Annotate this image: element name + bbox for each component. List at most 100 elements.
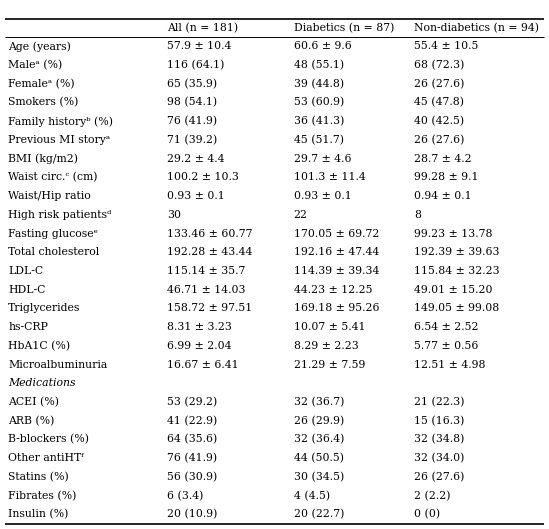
Text: 26 (27.6): 26 (27.6): [414, 135, 465, 145]
Text: 30: 30: [167, 210, 182, 220]
Text: 32 (34.0): 32 (34.0): [414, 453, 465, 463]
Text: 32 (36.7): 32 (36.7): [294, 397, 344, 407]
Text: 76 (41.9): 76 (41.9): [167, 116, 217, 126]
Text: Triglycerides: Triglycerides: [8, 304, 81, 314]
Text: 8: 8: [414, 210, 422, 220]
Text: 0.94 ± 0.1: 0.94 ± 0.1: [414, 191, 472, 201]
Text: 192.16 ± 47.44: 192.16 ± 47.44: [294, 247, 379, 257]
Text: Insulin (%): Insulin (%): [8, 509, 69, 519]
Text: 40 (42.5): 40 (42.5): [414, 116, 464, 126]
Text: 64 (35.6): 64 (35.6): [167, 434, 218, 445]
Text: HbA1C (%): HbA1C (%): [8, 341, 70, 351]
Text: 29.7 ± 4.6: 29.7 ± 4.6: [294, 154, 351, 163]
Text: 21 (22.3): 21 (22.3): [414, 397, 465, 407]
Text: 26 (27.6): 26 (27.6): [414, 79, 465, 89]
Text: 0.93 ± 0.1: 0.93 ± 0.1: [167, 191, 225, 201]
Text: 68 (72.3): 68 (72.3): [414, 60, 465, 70]
Text: Family historyᵇ (%): Family historyᵇ (%): [8, 116, 113, 126]
Text: 192.28 ± 43.44: 192.28 ± 43.44: [167, 247, 253, 257]
Text: 20 (22.7): 20 (22.7): [294, 509, 344, 519]
Text: Other antiHTᶠ: Other antiHTᶠ: [8, 453, 84, 463]
Text: 158.72 ± 97.51: 158.72 ± 97.51: [167, 304, 253, 314]
Text: Diabetics (n = 87): Diabetics (n = 87): [294, 23, 394, 33]
Text: 99.23 ± 13.78: 99.23 ± 13.78: [414, 229, 493, 239]
Text: 149.05 ± 99.08: 149.05 ± 99.08: [414, 304, 500, 314]
Text: Smokers (%): Smokers (%): [8, 97, 79, 108]
Text: 48 (55.1): 48 (55.1): [294, 60, 344, 70]
Text: LDL-C: LDL-C: [8, 266, 43, 276]
Text: 30 (34.5): 30 (34.5): [294, 472, 344, 482]
Text: 55.4 ± 10.5: 55.4 ± 10.5: [414, 41, 479, 51]
Text: 116 (64.1): 116 (64.1): [167, 60, 225, 70]
Text: 98 (54.1): 98 (54.1): [167, 97, 217, 108]
Text: 8.31 ± 3.23: 8.31 ± 3.23: [167, 322, 232, 332]
Text: 28.7 ± 4.2: 28.7 ± 4.2: [414, 154, 472, 163]
Text: Non-diabetics (n = 94): Non-diabetics (n = 94): [414, 23, 540, 33]
Text: 170.05 ± 69.72: 170.05 ± 69.72: [294, 229, 379, 239]
Text: 5.77 ± 0.56: 5.77 ± 0.56: [414, 341, 479, 351]
Text: 26 (27.6): 26 (27.6): [414, 472, 465, 482]
Text: 2 (2.2): 2 (2.2): [414, 490, 451, 501]
Text: 6.54 ± 2.52: 6.54 ± 2.52: [414, 322, 479, 332]
Text: 36 (41.3): 36 (41.3): [294, 116, 344, 126]
Text: 41 (22.9): 41 (22.9): [167, 416, 218, 426]
Text: All (n = 181): All (n = 181): [167, 23, 239, 33]
Text: 56 (30.9): 56 (30.9): [167, 472, 218, 482]
Text: Maleᵃ (%): Maleᵃ (%): [8, 60, 63, 70]
Text: hs-CRP: hs-CRP: [8, 322, 48, 332]
Text: 65 (35.9): 65 (35.9): [167, 79, 217, 89]
Text: 192.39 ± 39.63: 192.39 ± 39.63: [414, 247, 500, 257]
Text: 45 (47.8): 45 (47.8): [414, 97, 464, 108]
Text: B-blockers (%): B-blockers (%): [8, 434, 89, 445]
Text: 32 (34.8): 32 (34.8): [414, 434, 465, 445]
Text: 39 (44.8): 39 (44.8): [294, 79, 344, 89]
Text: 26 (29.9): 26 (29.9): [294, 416, 344, 426]
Text: 133.46 ± 60.77: 133.46 ± 60.77: [167, 229, 253, 239]
Text: 6.99 ± 2.04: 6.99 ± 2.04: [167, 341, 232, 351]
Text: 45 (51.7): 45 (51.7): [294, 135, 344, 145]
Text: 6 (3.4): 6 (3.4): [167, 490, 204, 501]
Text: 169.18 ± 95.26: 169.18 ± 95.26: [294, 304, 379, 314]
Text: 12.51 ± 4.98: 12.51 ± 4.98: [414, 360, 486, 370]
Text: 0.93 ± 0.1: 0.93 ± 0.1: [294, 191, 351, 201]
Text: 99.28 ± 9.1: 99.28 ± 9.1: [414, 172, 479, 183]
Text: 114.39 ± 39.34: 114.39 ± 39.34: [294, 266, 379, 276]
Text: ACEI (%): ACEI (%): [8, 397, 59, 407]
Text: 16.67 ± 6.41: 16.67 ± 6.41: [167, 360, 239, 370]
Text: BMI (kg/m2): BMI (kg/m2): [8, 153, 79, 164]
Text: 29.2 ± 4.4: 29.2 ± 4.4: [167, 154, 225, 163]
Text: 57.9 ± 10.4: 57.9 ± 10.4: [167, 41, 232, 51]
Text: 115.84 ± 32.23: 115.84 ± 32.23: [414, 266, 500, 276]
Text: 44.23 ± 12.25: 44.23 ± 12.25: [294, 285, 372, 295]
Text: Microalbuminuria: Microalbuminuria: [8, 360, 108, 370]
Text: 15 (16.3): 15 (16.3): [414, 416, 465, 426]
Text: 0 (0): 0 (0): [414, 509, 441, 519]
Text: Statins (%): Statins (%): [8, 472, 69, 482]
Text: 22: 22: [294, 210, 308, 220]
Text: 44 (50.5): 44 (50.5): [294, 453, 344, 463]
Text: 32 (36.4): 32 (36.4): [294, 434, 344, 445]
Text: Medications: Medications: [8, 378, 76, 388]
Text: 101.3 ± 11.4: 101.3 ± 11.4: [294, 172, 366, 183]
Text: 53 (29.2): 53 (29.2): [167, 397, 218, 407]
Text: 49.01 ± 15.20: 49.01 ± 15.20: [414, 285, 493, 295]
Text: 115.14 ± 35.7: 115.14 ± 35.7: [167, 266, 246, 276]
Text: 76 (41.9): 76 (41.9): [167, 453, 217, 463]
Text: 53 (60.9): 53 (60.9): [294, 97, 344, 108]
Text: Fasting glucoseᵉ: Fasting glucoseᵉ: [8, 229, 98, 239]
Text: 4 (4.5): 4 (4.5): [294, 490, 330, 501]
Text: 71 (39.2): 71 (39.2): [167, 135, 218, 145]
Text: 46.71 ± 14.03: 46.71 ± 14.03: [167, 285, 246, 295]
Text: Age (years): Age (years): [8, 41, 71, 52]
Text: Waist circ.ᶜ (cm): Waist circ.ᶜ (cm): [8, 172, 98, 183]
Text: 21.29 ± 7.59: 21.29 ± 7.59: [294, 360, 365, 370]
Text: Waist/Hip ratio: Waist/Hip ratio: [8, 191, 91, 201]
Text: 10.07 ± 5.41: 10.07 ± 5.41: [294, 322, 365, 332]
Text: High risk patientsᵈ: High risk patientsᵈ: [8, 210, 111, 220]
Text: HDL-C: HDL-C: [8, 285, 46, 295]
Text: ARB (%): ARB (%): [8, 416, 54, 426]
Text: 20 (10.9): 20 (10.9): [167, 509, 218, 519]
Text: Femaleᵃ (%): Femaleᵃ (%): [8, 79, 75, 89]
Text: 60.6 ± 9.6: 60.6 ± 9.6: [294, 41, 351, 51]
Text: 8.29 ± 2.23: 8.29 ± 2.23: [294, 341, 358, 351]
